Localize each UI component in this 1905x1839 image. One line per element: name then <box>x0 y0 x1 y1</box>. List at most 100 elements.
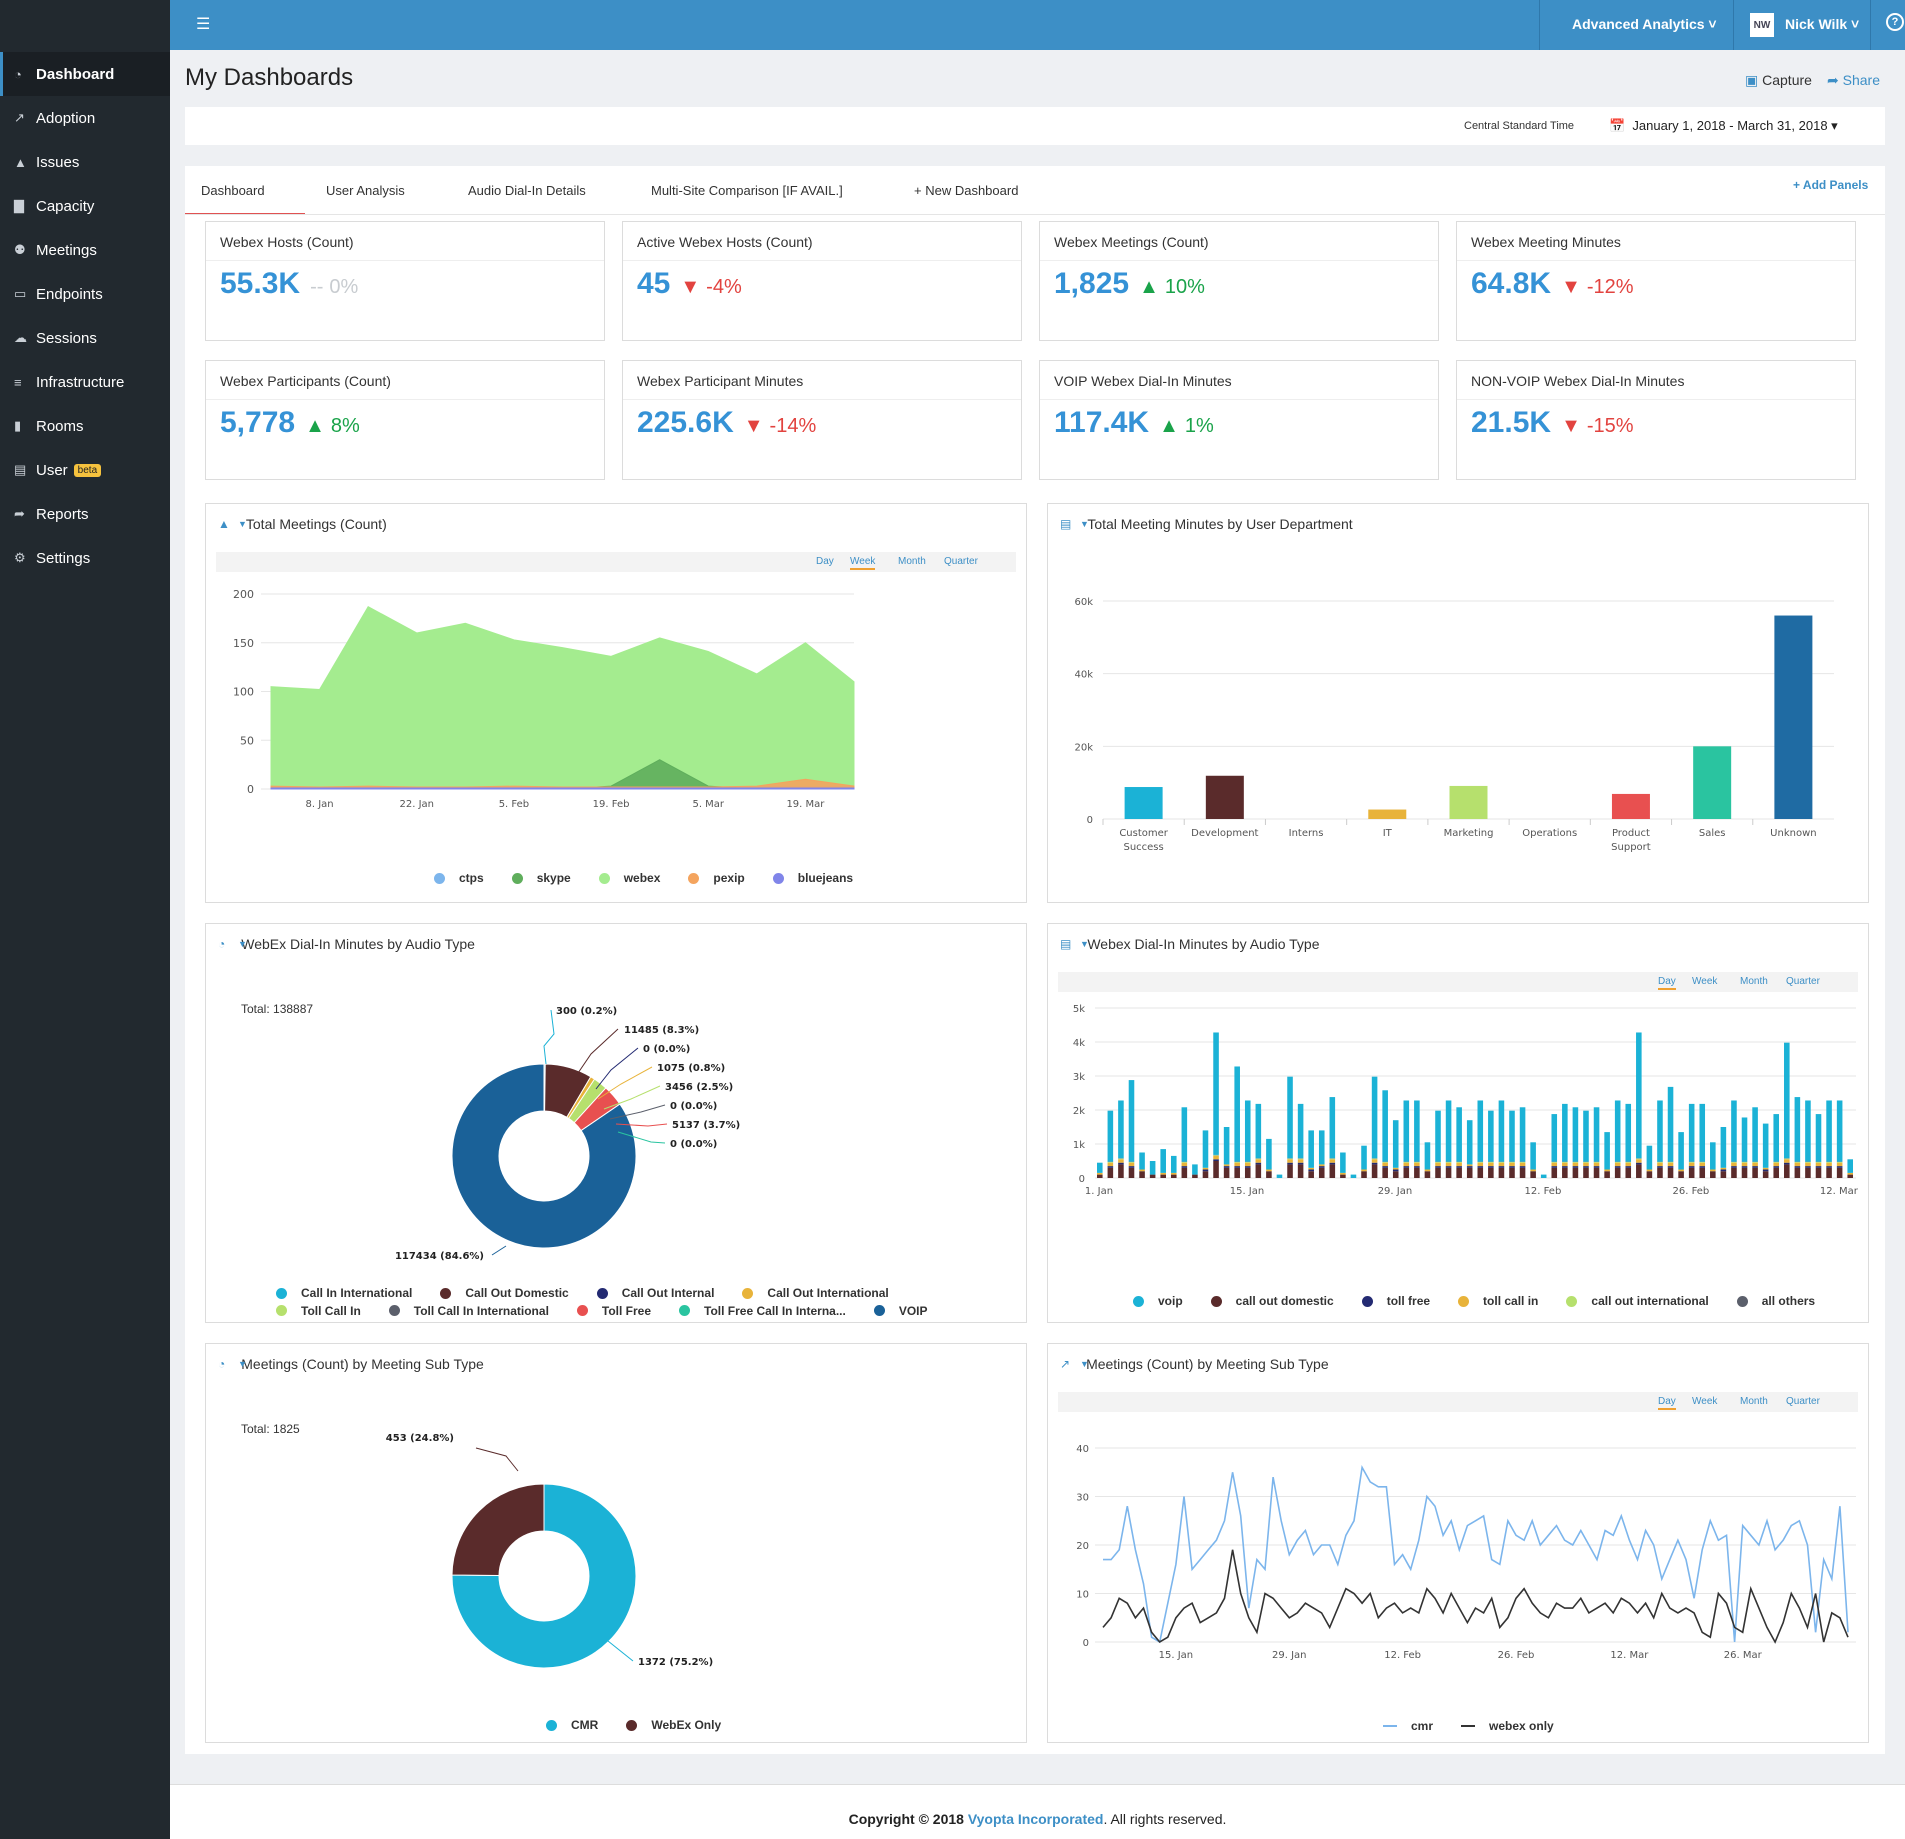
bar-segment[interactable] <box>1625 1162 1632 1167</box>
bar-segment[interactable] <box>1678 1132 1684 1170</box>
bar-segment[interactable] <box>1699 1162 1706 1163</box>
bar-segment[interactable] <box>1794 1097 1801 1162</box>
granularity-month[interactable]: Month <box>1740 976 1768 987</box>
bar-segment[interactable] <box>1329 1097 1336 1159</box>
advanced-analytics-dropdown[interactable]: Advanced Analytics ˅ <box>1572 16 1717 32</box>
bar-segment[interactable] <box>1445 1167 1452 1178</box>
legend-item[interactable]: Toll Call In International <box>388 1303 563 1319</box>
bar-segment[interactable] <box>1720 1167 1727 1170</box>
bar-segment[interactable] <box>1604 1169 1610 1172</box>
bar-segment[interactable] <box>1213 1155 1219 1160</box>
bar-segment[interactable] <box>1456 1107 1462 1162</box>
line-series-cmr[interactable] <box>1103 1464 1849 1644</box>
bar-segment[interactable] <box>1636 1159 1642 1163</box>
bar-segment[interactable] <box>1213 1159 1219 1161</box>
bar-segment[interactable] <box>1784 1162 1790 1165</box>
bar-segment[interactable] <box>1297 1159 1304 1163</box>
legend-item[interactable]: ctps <box>434 871 498 885</box>
bar[interactable] <box>1611 793 1650 819</box>
bar-segment[interactable] <box>1562 1103 1568 1162</box>
bar-segment[interactable] <box>1731 1167 1737 1178</box>
bar-segment[interactable] <box>1583 1167 1589 1178</box>
bar-segment[interactable] <box>1181 1167 1188 1178</box>
bar-segment[interactable] <box>1223 1127 1230 1165</box>
bar-segment[interactable] <box>1234 1066 1240 1162</box>
bar-segment[interactable] <box>1604 1132 1610 1170</box>
bar-segment[interactable] <box>1826 1162 1832 1163</box>
bar-segment[interactable] <box>1699 1166 1706 1168</box>
bar-segment[interactable] <box>1815 1166 1822 1168</box>
bar[interactable] <box>1205 775 1244 819</box>
bar-segment[interactable] <box>1223 1164 1230 1167</box>
bar-segment[interactable] <box>1118 1162 1124 1165</box>
bar-segment[interactable] <box>1562 1166 1568 1168</box>
bar-segment[interactable] <box>1488 1162 1494 1167</box>
bar-segment[interactable] <box>1509 1110 1515 1162</box>
bar-segment[interactable] <box>1403 1167 1410 1178</box>
bar-segment[interactable] <box>1297 1158 1304 1160</box>
bar-segment[interactable] <box>1118 1159 1124 1163</box>
bar-segment[interactable] <box>1403 1166 1410 1168</box>
granularity-month[interactable]: Month <box>1740 1396 1768 1407</box>
bar-segment[interactable] <box>1731 1100 1737 1162</box>
legend-item[interactable]: Toll Free Call In Interna... <box>679 1303 860 1319</box>
bar-segment[interactable] <box>1752 1162 1758 1167</box>
bar-segment[interactable] <box>1223 1167 1230 1178</box>
bar-segment[interactable] <box>1266 1171 1272 1178</box>
bar-segment[interactable] <box>1181 1166 1188 1168</box>
bar-segment[interactable] <box>1318 1167 1325 1178</box>
avatar[interactable]: NW <box>1750 13 1774 37</box>
bar-segment[interactable] <box>1255 1103 1262 1159</box>
bar-segment[interactable] <box>1234 1166 1240 1168</box>
bar-segment[interactable] <box>1340 1172 1346 1175</box>
bar-segment[interactable] <box>1382 1162 1388 1163</box>
bar-segment[interactable] <box>1192 1164 1198 1175</box>
bar-segment[interactable] <box>1329 1162 1336 1165</box>
bar-segment[interactable] <box>1170 1172 1177 1175</box>
panel-title[interactable]: ▤ ▼ Webex Dial-In Minutes by Audio Type <box>1060 936 1320 952</box>
bar-segment[interactable] <box>1815 1114 1822 1162</box>
bar-segment[interactable] <box>1794 1162 1801 1167</box>
bar-segment[interactable] <box>1572 1167 1579 1178</box>
bar-segment[interactable] <box>1826 1162 1832 1167</box>
bar-segment[interactable] <box>1488 1162 1494 1163</box>
bar-segment[interactable] <box>1562 1162 1568 1163</box>
bar-segment[interactable] <box>1688 1103 1695 1162</box>
bar-segment[interactable] <box>1815 1162 1822 1167</box>
bar-segment[interactable] <box>1392 1167 1399 1170</box>
bar-segment[interactable] <box>1107 1110 1114 1162</box>
bar-segment[interactable] <box>1678 1169 1684 1172</box>
bar-segment[interactable] <box>1498 1162 1505 1167</box>
bar-segment[interactable] <box>1392 1171 1399 1178</box>
bar-segment[interactable] <box>1720 1171 1727 1178</box>
bar-segment[interactable] <box>1530 1171 1536 1178</box>
legend-item[interactable]: webex only <box>1461 1719 1568 1733</box>
legend-item[interactable]: Call Out Internal <box>596 1285 729 1301</box>
sidebar-item-settings[interactable]: ⚙ Settings <box>0 536 170 580</box>
bar-segment[interactable] <box>1530 1169 1536 1172</box>
bar-segment[interactable] <box>1498 1100 1505 1162</box>
bar-segment[interactable] <box>1678 1171 1684 1178</box>
bar-segment[interactable] <box>1847 1172 1853 1175</box>
sidebar-item-infrastructure[interactable]: ≡ Infrastructure <box>0 360 170 404</box>
bar-segment[interactable] <box>1350 1174 1357 1178</box>
bar-segment[interactable] <box>1699 1167 1706 1178</box>
bar-segment[interactable] <box>1741 1162 1748 1163</box>
bar-segment[interactable] <box>1762 1171 1769 1178</box>
bar-segment[interactable] <box>1213 1032 1219 1155</box>
bar-segment[interactable] <box>1773 1167 1780 1178</box>
bar-segment[interactable] <box>1202 1167 1209 1170</box>
bar-segment[interactable] <box>1625 1167 1632 1178</box>
bar-segment[interactable] <box>1160 1174 1166 1178</box>
bar-segment[interactable] <box>1519 1166 1526 1168</box>
bar-segment[interactable] <box>1752 1162 1758 1163</box>
bar-segment[interactable] <box>1477 1100 1484 1162</box>
bar-segment[interactable] <box>1657 1162 1663 1163</box>
legend-item[interactable]: bluejeans <box>772 871 867 885</box>
bar-segment[interactable] <box>1710 1142 1716 1170</box>
bar-segment[interactable] <box>1752 1107 1758 1162</box>
bar-segment[interactable] <box>1773 1114 1780 1162</box>
bar-segment[interactable] <box>1572 1162 1579 1167</box>
bar-segment[interactable] <box>1741 1117 1748 1162</box>
sidebar-item-endpoints[interactable]: ▭ Endpoints <box>0 272 170 316</box>
